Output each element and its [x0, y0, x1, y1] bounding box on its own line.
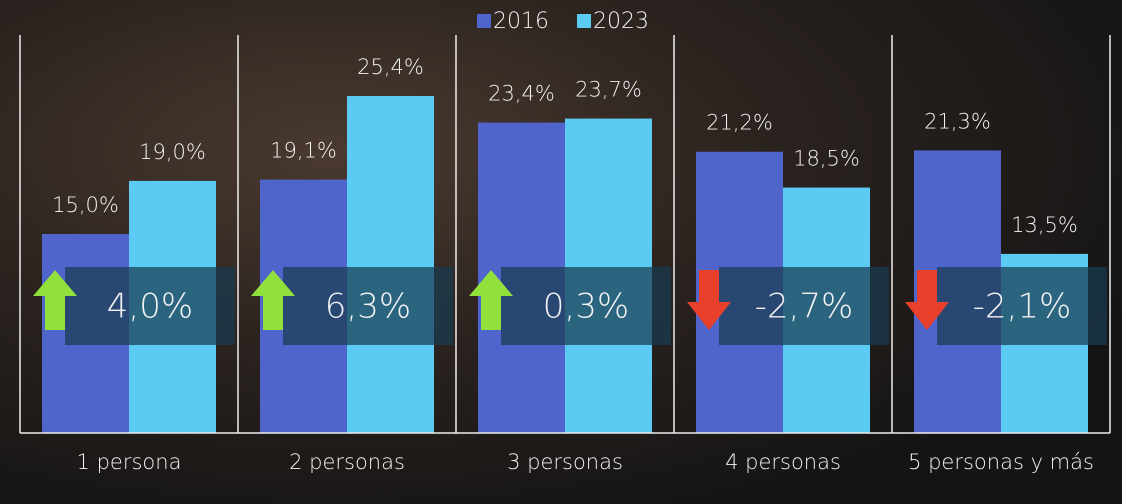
- value-label: 13,5%: [1011, 213, 1078, 237]
- value-label: 21,2%: [706, 111, 773, 135]
- value-label: 18,5%: [793, 147, 860, 171]
- change-box: [719, 267, 889, 345]
- change-box: [501, 267, 671, 345]
- x-tick-label: 2 personas: [289, 450, 405, 474]
- change-arrow: [33, 270, 77, 330]
- x-tick-label: 5 personas y más: [908, 450, 1094, 474]
- change-label: 4,0%: [107, 287, 193, 327]
- legend-label: 2016: [493, 9, 549, 34]
- change-box: [937, 267, 1107, 345]
- change-label: 0,3%: [543, 287, 629, 327]
- change-label: 6,3%: [325, 287, 411, 327]
- legend-swatch: [577, 14, 591, 28]
- value-label: 19,0%: [139, 140, 206, 164]
- bar: [347, 96, 434, 433]
- change-box: [65, 267, 235, 345]
- value-label: 25,4%: [357, 55, 424, 79]
- change-arrow: [905, 270, 949, 330]
- change-label: -2,1%: [973, 287, 1072, 327]
- change-box: [283, 267, 453, 345]
- value-label: 23,4%: [488, 82, 555, 106]
- value-label: 19,1%: [270, 139, 337, 163]
- change-label: -2,7%: [755, 287, 854, 327]
- change-arrow: [251, 270, 295, 330]
- value-label: 21,3%: [924, 109, 991, 133]
- legend-swatch: [477, 14, 491, 28]
- value-label: 15,0%: [52, 193, 119, 217]
- x-tick-label: 1 persona: [76, 450, 182, 474]
- change-arrow: [469, 270, 513, 330]
- x-tick-label: 3 personas: [507, 450, 623, 474]
- value-label: 23,7%: [575, 78, 642, 102]
- change-arrow: [687, 270, 731, 330]
- legend-label: 2023: [593, 9, 649, 34]
- x-tick-label: 4 personas: [725, 450, 841, 474]
